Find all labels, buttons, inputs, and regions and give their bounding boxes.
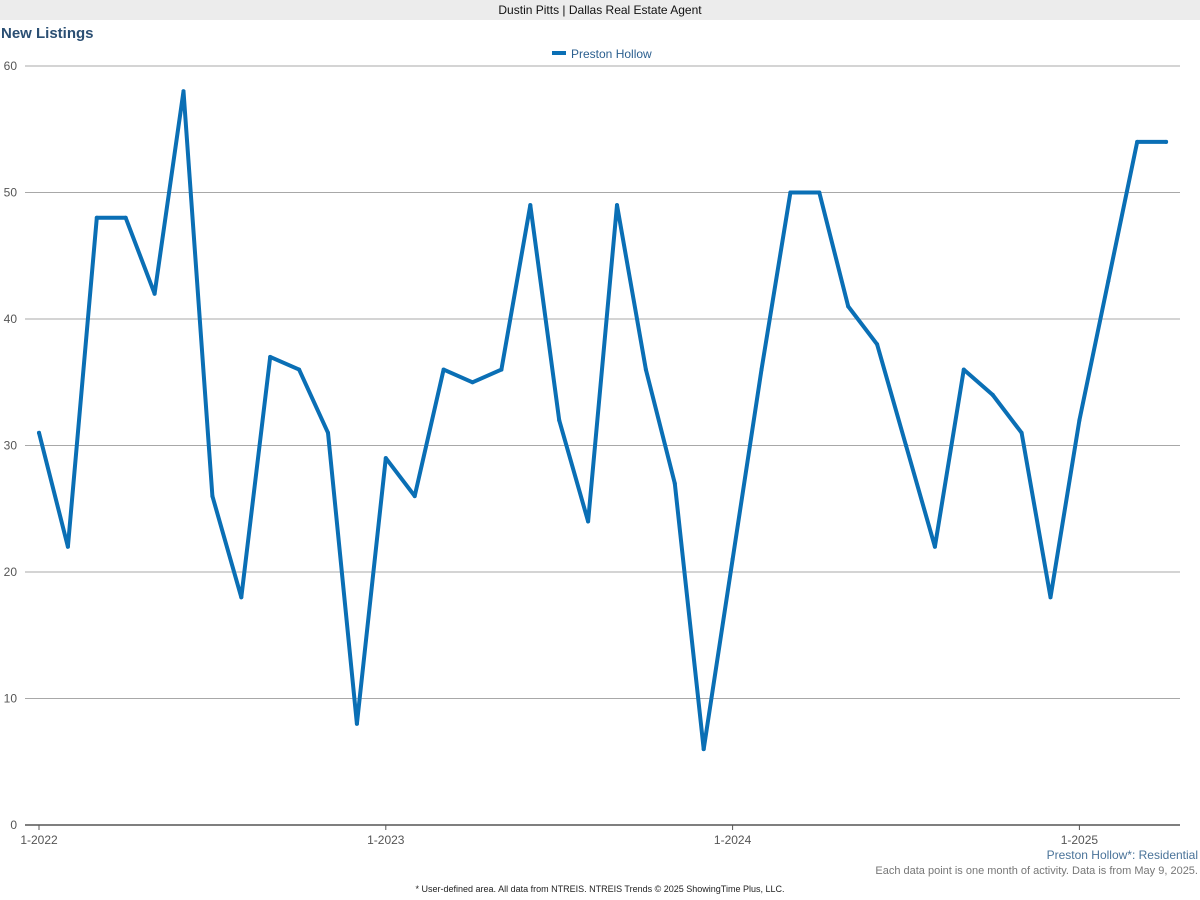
data-point — [730, 557, 735, 562]
data-point — [268, 354, 273, 359]
y-tick-label: 0 — [10, 818, 17, 832]
data-point — [528, 203, 533, 208]
data-point — [557, 418, 562, 423]
x-tick-label: 1-2022 — [20, 833, 58, 847]
x-tick-label: 1-2025 — [1061, 833, 1099, 847]
legend-label: Preston Hollow — [571, 47, 652, 61]
data-point — [152, 291, 157, 296]
data-point — [643, 367, 648, 372]
x-axis: 1-2022 1-2023 1-2024 1-2025 — [20, 824, 1180, 847]
data-point — [1135, 139, 1140, 144]
data-point — [615, 203, 619, 208]
data-point — [181, 89, 186, 94]
y-tick-label: 30 — [4, 439, 18, 453]
data-point — [1077, 418, 1082, 423]
data-point — [441, 367, 446, 372]
grid-lines — [25, 65, 1180, 699]
data-point — [65, 544, 70, 549]
data-point — [470, 380, 475, 385]
data-point — [759, 367, 764, 372]
data-point — [961, 367, 966, 372]
data-point — [412, 494, 417, 499]
y-axis: 0 10 20 30 40 50 60 — [4, 59, 18, 832]
y-tick-label: 10 — [4, 692, 18, 706]
footer-area-label: Preston Hollow*: Residential — [1046, 848, 1198, 862]
top-banner: Dustin Pitts | Dallas Real Estate Agent — [0, 0, 1200, 20]
data-point — [123, 215, 128, 220]
data-point — [788, 190, 793, 195]
data-point — [94, 215, 99, 220]
data-point — [354, 721, 359, 726]
data-point — [326, 430, 330, 435]
data-point — [904, 443, 908, 448]
legend: Preston Hollow — [552, 47, 652, 61]
data-point — [875, 342, 880, 347]
footer-source: * User-defined area. All data from NTREI… — [415, 884, 785, 894]
x-tick-label: 1-2023 — [367, 833, 405, 847]
data-point — [990, 392, 995, 397]
data-point — [701, 747, 706, 752]
data-point — [297, 367, 302, 372]
data-point — [846, 304, 851, 309]
chart-title: New Listings — [1, 25, 94, 42]
data-point — [586, 519, 591, 524]
data-point — [239, 595, 244, 600]
data-point — [1019, 430, 1024, 435]
footer-data-note: Each data point is one month of activity… — [875, 865, 1198, 877]
x-tick-label: 1-2024 — [714, 833, 752, 847]
y-tick-label: 20 — [4, 565, 18, 579]
data-point — [1164, 139, 1169, 144]
data-point — [37, 430, 41, 435]
y-tick-label: 50 — [4, 186, 18, 200]
data-point — [672, 481, 677, 486]
data-point — [932, 544, 937, 549]
y-tick-label: 60 — [4, 59, 18, 73]
data-point — [817, 190, 822, 195]
series-group — [37, 89, 1169, 752]
data-point — [499, 367, 504, 372]
data-point — [210, 494, 215, 499]
y-tick-label: 40 — [4, 312, 18, 326]
data-point — [383, 456, 388, 461]
data-point — [1048, 595, 1053, 600]
series-line-0 — [37, 89, 1169, 752]
data-point — [1106, 279, 1111, 284]
